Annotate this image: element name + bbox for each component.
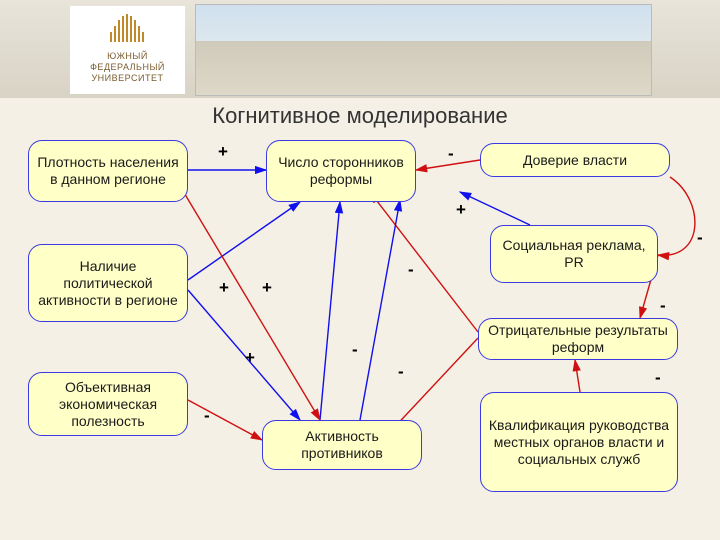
node-n9: Квалификация руководства местных органов… xyxy=(480,392,678,492)
edge-12 xyxy=(658,177,695,255)
node-n6: Отрицательные результаты реформ xyxy=(478,318,678,360)
edge-sign-12: - xyxy=(697,228,703,248)
node-n4: Наличие политической активности в регион… xyxy=(28,244,188,322)
edge-sign-6: - xyxy=(398,362,404,382)
edge-3 xyxy=(188,202,300,280)
edge-4 xyxy=(320,202,340,420)
logo-text-3: УНИВЕРСИТЕТ xyxy=(70,73,185,84)
edge-sign-8: - xyxy=(204,406,210,426)
edge-5 xyxy=(188,290,300,420)
edge-11 xyxy=(180,186,320,420)
node-n3: Доверие власти xyxy=(480,143,670,177)
logo-text-1: ЮЖНЫЙ xyxy=(70,51,185,62)
edge-2 xyxy=(460,192,530,225)
edge-sign-3: + xyxy=(219,278,229,298)
edge-sign-2: + xyxy=(456,200,466,220)
edge-sign-13: - xyxy=(352,340,358,360)
edge-sign-10: - xyxy=(660,296,666,316)
edge-sign-9: - xyxy=(655,368,661,388)
building-photo xyxy=(195,4,652,96)
node-n1: Плотность населения в данном регионе xyxy=(28,140,188,202)
edge-9 xyxy=(575,360,580,392)
node-n8: Активность противников xyxy=(262,420,422,470)
sun-icon xyxy=(106,12,150,44)
edge-13 xyxy=(360,200,400,420)
edge-8 xyxy=(188,400,262,440)
node-n5: Социальная реклама, PR xyxy=(490,225,658,283)
node-n7: Объективная экономическая полезность xyxy=(28,372,188,436)
edge-sign-5: + xyxy=(245,348,255,368)
edge-6 xyxy=(390,338,478,432)
edge-sign-4: + xyxy=(262,278,272,298)
edge-sign-0: + xyxy=(218,142,228,162)
page-title: Когнитивное моделирование xyxy=(0,103,720,129)
university-logo: ЮЖНЫЙ ФЕДЕРАЛЬНЫЙ УНИВЕРСИТЕТ xyxy=(70,6,185,94)
logo-text-2: ФЕДЕРАЛЬНЫЙ xyxy=(70,62,185,73)
node-n2: Число сторонников реформы xyxy=(266,140,416,202)
edge-sign-7: - xyxy=(408,260,414,280)
edge-sign-1: - xyxy=(448,144,454,164)
